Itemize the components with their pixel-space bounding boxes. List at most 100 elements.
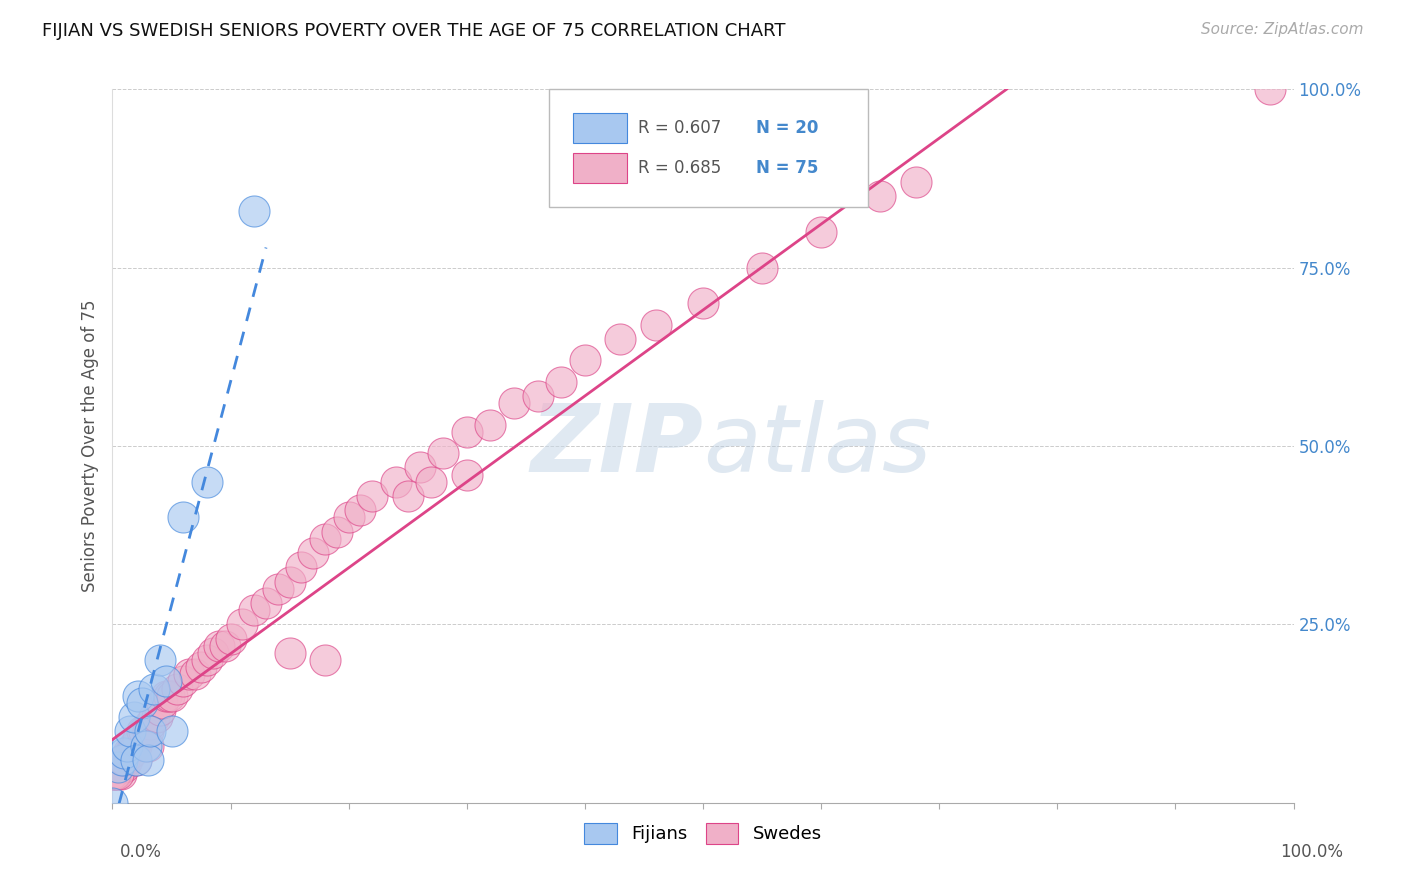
Point: [139, 717, 162, 731]
Point: [172, 674, 194, 689]
Point: [184, 667, 207, 681]
Point: [810, 225, 832, 239]
Point: [574, 353, 596, 368]
Text: 100.0%: 100.0%: [1279, 843, 1343, 861]
Point: [385, 475, 408, 489]
Point: [111, 760, 134, 774]
Point: [127, 731, 149, 746]
Point: [243, 203, 266, 218]
Point: [155, 674, 177, 689]
Point: [107, 760, 129, 774]
Point: [150, 696, 173, 710]
Point: [396, 489, 419, 503]
Point: [120, 746, 142, 760]
Point: [120, 724, 142, 739]
Point: [112, 753, 135, 767]
Point: [219, 632, 242, 646]
Point: [420, 475, 443, 489]
Point: [869, 189, 891, 203]
Point: [243, 603, 266, 617]
Point: [125, 753, 148, 767]
Point: [112, 760, 135, 774]
Point: [503, 396, 526, 410]
Point: [526, 389, 548, 403]
Point: [134, 724, 156, 739]
Point: [157, 689, 180, 703]
Point: [149, 703, 172, 717]
Point: [195, 653, 218, 667]
Legend: Fijians, Swedes: Fijians, Swedes: [576, 815, 830, 851]
Point: [190, 660, 212, 674]
Point: [131, 696, 153, 710]
Point: [456, 467, 478, 482]
Point: [479, 417, 502, 432]
Point: [550, 375, 572, 389]
Point: [179, 667, 201, 681]
Text: atlas: atlas: [703, 401, 931, 491]
Point: [254, 596, 277, 610]
Point: [408, 460, 430, 475]
FancyBboxPatch shape: [550, 89, 869, 207]
Point: [142, 710, 165, 724]
Text: ZIP: ZIP: [530, 400, 703, 492]
Point: [112, 746, 135, 760]
Point: [172, 510, 194, 524]
Point: [160, 724, 183, 739]
Point: [201, 646, 224, 660]
Point: [136, 724, 159, 739]
Point: [120, 746, 142, 760]
Point: [135, 739, 157, 753]
Point: [136, 739, 159, 753]
Point: [107, 760, 129, 774]
Y-axis label: Seniors Poverty Over the Age of 75: Seniors Poverty Over the Age of 75: [80, 300, 98, 592]
Point: [349, 503, 371, 517]
Point: [1258, 82, 1281, 96]
FancyBboxPatch shape: [574, 153, 627, 184]
Point: [127, 689, 149, 703]
Point: [609, 332, 631, 346]
Text: R = 0.685: R = 0.685: [638, 160, 721, 178]
Point: [155, 689, 177, 703]
Point: [314, 532, 336, 546]
Point: [432, 446, 454, 460]
Point: [337, 510, 360, 524]
Point: [101, 767, 124, 781]
Point: [278, 574, 301, 589]
Point: [290, 560, 312, 574]
Point: [110, 767, 132, 781]
Point: [751, 260, 773, 275]
Point: [122, 739, 145, 753]
Point: [101, 796, 124, 810]
Point: [644, 318, 666, 332]
Point: [195, 475, 218, 489]
Point: [125, 739, 148, 753]
Point: [231, 617, 253, 632]
Text: R = 0.607: R = 0.607: [638, 120, 721, 137]
Text: FIJIAN VS SWEDISH SENIORS POVERTY OVER THE AGE OF 75 CORRELATION CHART: FIJIAN VS SWEDISH SENIORS POVERTY OVER T…: [42, 22, 786, 40]
Point: [904, 175, 927, 189]
Point: [107, 767, 129, 781]
Point: [208, 639, 231, 653]
Point: [267, 582, 290, 596]
Point: [326, 524, 349, 539]
FancyBboxPatch shape: [574, 113, 627, 144]
Point: [302, 546, 325, 560]
Point: [111, 753, 134, 767]
Point: [214, 639, 236, 653]
Point: [314, 653, 336, 667]
Text: N = 75: N = 75: [756, 160, 818, 178]
Text: N = 20: N = 20: [756, 120, 818, 137]
Point: [361, 489, 384, 503]
Point: [160, 689, 183, 703]
Point: [115, 739, 138, 753]
Point: [278, 646, 301, 660]
Point: [122, 710, 145, 724]
Text: 0.0%: 0.0%: [120, 843, 162, 861]
Text: Source: ZipAtlas.com: Source: ZipAtlas.com: [1201, 22, 1364, 37]
Point: [112, 753, 135, 767]
Point: [149, 653, 172, 667]
Point: [139, 724, 162, 739]
Point: [136, 753, 159, 767]
Point: [103, 767, 125, 781]
Point: [456, 425, 478, 439]
